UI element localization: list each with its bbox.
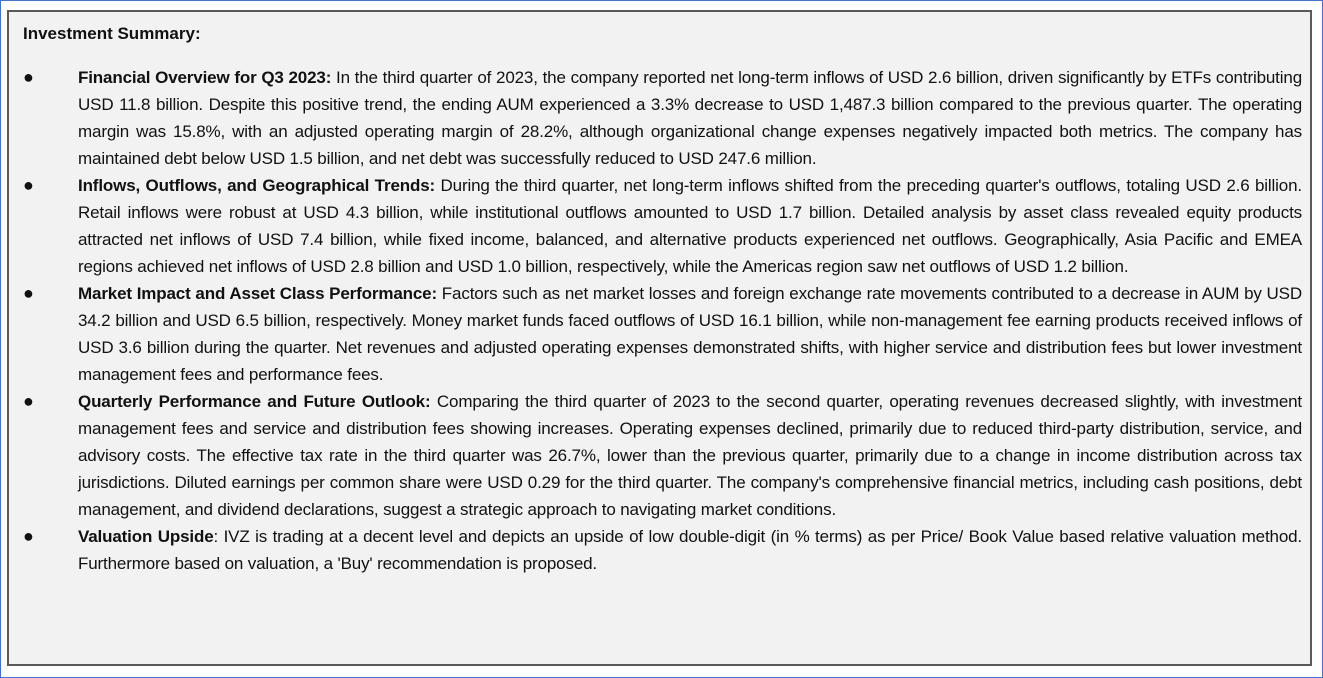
bullet-icon: ● (23, 391, 34, 411)
list-item: ● Quarterly Performance and Future Outloo… (9, 388, 1309, 523)
list-item: ● Valuation Upside: IVZ is trading at a d… (9, 523, 1309, 577)
summary-list: ● Financial Overview for Q3 2023: In the … (9, 64, 1309, 577)
bullet-icon: ● (23, 526, 34, 546)
bullet-icon: ● (23, 67, 34, 87)
bullet-icon: ● (23, 283, 34, 303)
item-text: Comparing the third quarter of 2023 to t… (78, 392, 1303, 519)
item-heading: Financial Overview for Q3 2023: (78, 68, 332, 87)
section-title: Investment Summary: (23, 24, 201, 43)
item-heading: Valuation Upside (78, 527, 214, 546)
item-heading: Quarterly Performance and Future Outlook… (78, 392, 431, 411)
item-text: Factors such as net market losses and fo… (78, 284, 1302, 384)
list-item: ● Financial Overview for Q3 2023: In the … (9, 64, 1309, 172)
item-text: During the third quarter, net long-term … (78, 176, 1302, 276)
item-heading: Market Impact and Asset Class Performanc… (78, 284, 437, 303)
item-heading: Inflows, Outflows, and Geographical Tren… (78, 176, 436, 195)
item-text: In the third quarter of 2023, the compan… (78, 68, 1302, 168)
item-text: : IVZ is trading at a decent level and d… (78, 527, 1303, 573)
list-item: ● Market Impact and Asset Class Performan… (9, 280, 1309, 388)
bullet-icon: ● (23, 175, 34, 195)
list-item: ● Inflows, Outflows, and Geographical Tre… (9, 172, 1309, 280)
investment-summary-box: Investment Summary: ● Financial Overview … (7, 10, 1312, 666)
